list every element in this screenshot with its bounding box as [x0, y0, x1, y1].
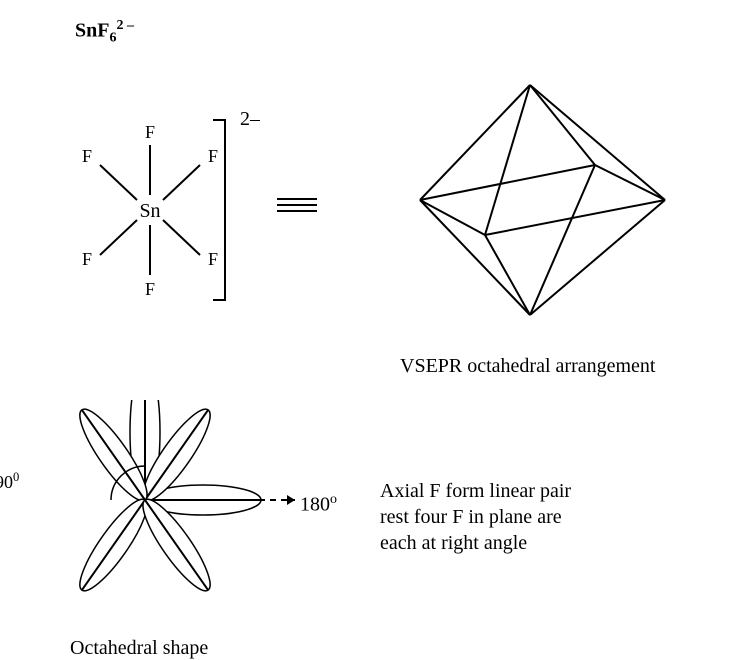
- octa-edge: [530, 85, 595, 165]
- ligand-label: F: [208, 146, 218, 166]
- octa-edge: [530, 85, 665, 200]
- angle-90-label: 900: [0, 470, 19, 493]
- ligand-label: F: [82, 249, 92, 269]
- note-line: rest four F in plane are: [380, 506, 562, 529]
- octa-edge: [420, 200, 485, 235]
- orbital-shape-diagram: [40, 400, 320, 630]
- ligand-label: F: [82, 146, 92, 166]
- ligand-label: F: [145, 122, 155, 142]
- ligand-label: F: [145, 279, 155, 299]
- octahedron-diagram: [400, 80, 700, 340]
- angle-180-label: 180o: [300, 492, 337, 517]
- octa-edge: [420, 165, 595, 200]
- bond-line: [163, 165, 200, 200]
- note-line: each at right angle: [380, 532, 527, 555]
- ligand-label: F: [208, 249, 218, 269]
- arrowhead-icon: [287, 495, 295, 505]
- octa-edge: [530, 165, 595, 315]
- formula-sup: 2 –: [116, 18, 134, 33]
- octa-edge: [485, 200, 665, 235]
- bond-line: [163, 220, 200, 255]
- orbital-caption: Octahedral shape: [70, 637, 208, 660]
- bond-line: [100, 165, 137, 200]
- octa-caption: VSEPR octahedral arrangement: [400, 355, 655, 378]
- orbital-axis-line: [82, 500, 145, 590]
- note-line: Axial F form linear pair: [380, 480, 571, 503]
- octa-edge: [420, 200, 530, 315]
- formula-base: SnF: [75, 20, 109, 42]
- formula-title: SnF62 –: [75, 18, 134, 47]
- center-atom-label: Sn: [139, 200, 160, 222]
- bond-line: [100, 220, 137, 255]
- equivalence-symbol: [275, 195, 319, 221]
- charge-label: 2–: [240, 108, 260, 130]
- lewis-structure: F F F F F F Sn 2–: [40, 100, 260, 320]
- octa-edge: [530, 200, 665, 315]
